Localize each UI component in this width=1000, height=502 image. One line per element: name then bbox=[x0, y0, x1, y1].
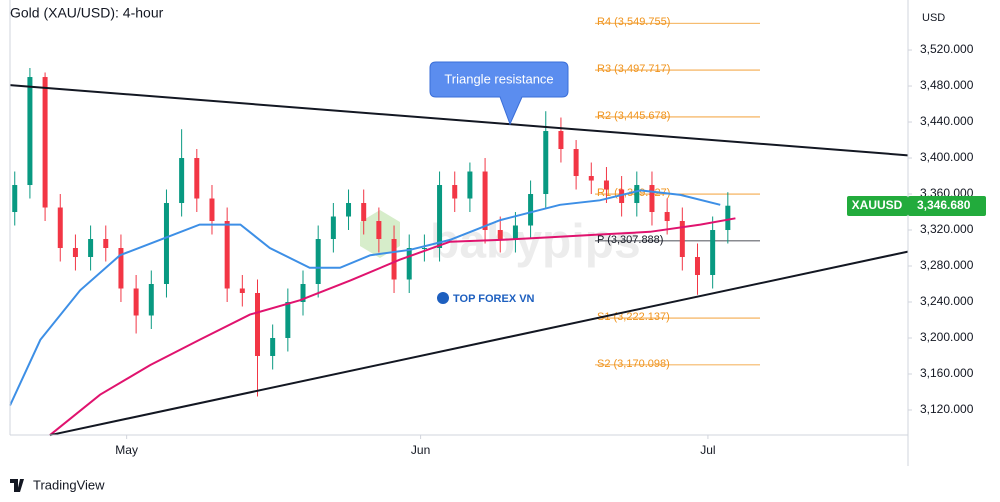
footer-logo bbox=[10, 479, 24, 492]
candle-body bbox=[391, 239, 397, 280]
candle-body bbox=[88, 239, 94, 258]
candle-body bbox=[103, 239, 109, 249]
y-tick-label: 3,400.000 bbox=[920, 150, 974, 164]
pivot-label: P (3,307.888) bbox=[597, 234, 663, 246]
candle-body bbox=[482, 171, 488, 231]
candle-body bbox=[421, 248, 427, 250]
candle-body bbox=[497, 230, 503, 240]
candle-body bbox=[710, 230, 716, 276]
candle-body bbox=[239, 288, 245, 293]
candle-body bbox=[148, 284, 154, 316]
candle-body bbox=[42, 77, 48, 208]
candle-body bbox=[194, 158, 200, 199]
candle-body bbox=[361, 203, 367, 222]
candle-body bbox=[664, 212, 670, 222]
candle-body bbox=[330, 216, 336, 240]
y-tick-label: 3,240.000 bbox=[920, 294, 974, 308]
y-tick-label: 3,120.000 bbox=[920, 402, 974, 416]
candle-body bbox=[573, 149, 579, 177]
candle-body bbox=[346, 203, 352, 217]
candle-body bbox=[285, 301, 291, 338]
footer-text: TradingView bbox=[33, 477, 105, 492]
x-tick-label: Jul bbox=[700, 443, 715, 457]
candle-body bbox=[543, 131, 549, 195]
y-tick-label: 3,280.000 bbox=[920, 258, 974, 272]
pivot-label: R3 (3,497.717) bbox=[597, 63, 670, 75]
annotation-callout: Triangle resistance bbox=[429, 61, 569, 126]
candle-body bbox=[603, 180, 609, 190]
candle-body bbox=[512, 225, 518, 240]
last-price-symbol: XAUUSD bbox=[852, 198, 903, 212]
y-tick-label: 3,520.000 bbox=[920, 42, 974, 56]
candle-body bbox=[209, 198, 215, 222]
candle-body bbox=[649, 185, 655, 213]
candle-body bbox=[406, 248, 412, 280]
moving-average bbox=[9, 189, 721, 406]
last-price-marker bbox=[847, 195, 908, 216]
y-tick-label: 3,320.000 bbox=[920, 222, 974, 236]
logo-icon bbox=[437, 292, 449, 304]
candle-body bbox=[452, 185, 458, 199]
candle-body bbox=[437, 185, 443, 249]
footer: TradingView bbox=[10, 477, 105, 492]
last-price-box bbox=[908, 195, 986, 216]
candle-body bbox=[270, 337, 276, 356]
candle-body bbox=[118, 248, 124, 289]
pivot-label: S1 (3,222.137) bbox=[597, 311, 670, 323]
candle-body bbox=[12, 185, 18, 213]
y-tick-label: 3,200.000 bbox=[920, 330, 974, 344]
x-tick-label: May bbox=[115, 443, 138, 457]
candle-body bbox=[300, 284, 306, 302]
candle-body bbox=[179, 158, 185, 204]
currency-label: USD bbox=[922, 12, 945, 24]
candle-body bbox=[254, 292, 260, 356]
last-price-label: 3,346.680 bbox=[917, 198, 971, 212]
candle-body bbox=[57, 207, 63, 249]
y-tick-label: 3,480.000 bbox=[920, 78, 974, 92]
pivot-label: S2 (3,170.098) bbox=[597, 358, 670, 370]
x-tick-label: Jun bbox=[411, 443, 430, 457]
pivot-label: R2 (3,445.678) bbox=[597, 110, 670, 122]
watermark-text: babypips bbox=[430, 216, 641, 269]
trendline bbox=[9, 84, 909, 157]
trendline bbox=[49, 250, 909, 437]
callout-text: Triangle resistance bbox=[444, 71, 553, 86]
candle-body bbox=[679, 221, 685, 258]
candle-body bbox=[725, 205, 731, 231]
candle-body bbox=[163, 203, 169, 285]
moving-average bbox=[49, 217, 736, 436]
candle-body bbox=[27, 77, 33, 186]
plot-area: R4 (3,549.755) R3 (3,497.717) R2 (3,445.67… bbox=[9, 16, 909, 437]
candle-body bbox=[558, 131, 564, 150]
y-tick-label: 3,160.000 bbox=[920, 366, 974, 380]
pivot-label: R4 (3,549.755) bbox=[597, 16, 670, 28]
candle-body bbox=[634, 185, 640, 204]
candle-body bbox=[619, 189, 625, 204]
logo-text: TOP FOREX VN bbox=[453, 293, 535, 305]
chart-title: Gold (XAU/USD): 4-hour bbox=[10, 5, 164, 21]
candle-body bbox=[694, 257, 700, 276]
candle-body bbox=[376, 221, 382, 240]
candle-body bbox=[224, 221, 230, 289]
candle-body bbox=[528, 194, 534, 226]
candle-body bbox=[133, 288, 139, 316]
candle-body bbox=[72, 248, 78, 258]
candle-body bbox=[315, 239, 321, 285]
y-tick-label: 3,440.000 bbox=[920, 114, 974, 128]
candle-body bbox=[467, 171, 473, 199]
candle-body bbox=[588, 176, 594, 181]
callout-box bbox=[429, 61, 569, 126]
